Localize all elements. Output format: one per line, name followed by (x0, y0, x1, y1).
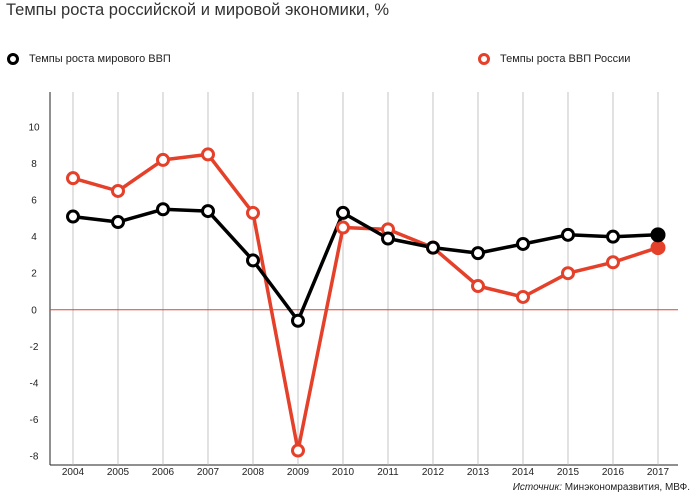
russia-gdp-point-2014 (516, 289, 530, 304)
russia-gdp-point-2006 (156, 152, 170, 167)
y-tick-label: -4 (30, 378, 39, 389)
world-gdp-point-2017 (650, 227, 666, 243)
x-tick-label: 2009 (287, 467, 310, 478)
x-tick-label: 2010 (332, 467, 355, 478)
x-tick-label: 2011 (377, 467, 399, 478)
russia-gdp-line (72, 152, 659, 453)
legend-item-russia: Темпы роста ВВП России (478, 53, 630, 65)
y-tick-label: -8 (30, 452, 39, 463)
world-gdp-point-2004 (66, 209, 80, 224)
world-gdp-point-2007 (201, 204, 215, 219)
y-tick-label: 2 (31, 269, 37, 280)
x-tick-label: 2008 (242, 467, 265, 478)
source-text: Минэкономразвития, МВФ. (561, 482, 690, 493)
y-tick-label: 6 (31, 196, 37, 207)
world-gdp-point-2010 (336, 205, 350, 220)
world-gdp-point-2013 (471, 246, 485, 261)
world-gdp-point-2015 (561, 227, 575, 242)
world-gdp-point-2014 (516, 236, 530, 251)
x-tick-label: 2006 (152, 467, 175, 478)
source-prefix: Источник: (512, 482, 562, 493)
y-tick-label: 8 (31, 159, 37, 170)
russia-gdp-point-2004 (66, 171, 80, 186)
y-tick-label: -2 (30, 342, 39, 353)
russia-gdp-point-2013 (471, 279, 485, 294)
world-gdp-point-2011 (381, 231, 395, 246)
russia-gdp-point-2007 (201, 147, 215, 162)
y-tick-label: 10 (28, 123, 40, 134)
world-gdp-point-2009 (291, 313, 305, 328)
russia-gdp-point-2008 (246, 205, 260, 220)
x-tick-label: 2012 (422, 467, 445, 478)
world-gdp-line (72, 207, 659, 323)
source-note: Источник: Минэкономразвития, МВФ. (513, 482, 690, 493)
y-tick-label: 0 (31, 305, 37, 316)
russia-gdp-point-2017 (650, 240, 666, 256)
x-tick-label: 2014 (512, 467, 535, 478)
x-tick-label: 2016 (602, 467, 625, 478)
x-tick-label: 2007 (197, 467, 220, 478)
x-tick-label: 2004 (62, 467, 85, 478)
y-tick-label: -6 (30, 415, 39, 426)
russia-gdp-point-2009 (291, 443, 305, 458)
x-tick-label: 2013 (467, 467, 490, 478)
russia-gdp-point-2015 (561, 266, 575, 281)
legend-item-world: Темпы роста мирового ВВП (7, 53, 171, 65)
russia-gdp-point-2005 (111, 183, 125, 198)
legend-marker-russia (478, 53, 490, 65)
x-tick-label: 2015 (557, 467, 580, 478)
world-gdp-point-2008 (246, 253, 260, 268)
chart-title: Темпы роста российской и мировой экономи… (6, 1, 390, 19)
legend-label-world: Темпы роста мирового ВВП (29, 53, 171, 65)
x-tick-label: 2005 (107, 467, 130, 478)
world-gdp-point-2005 (111, 215, 125, 230)
x-tick-label: 2017 (647, 467, 670, 478)
russia-gdp-point-2016 (606, 255, 620, 270)
world-gdp-point-2016 (606, 229, 620, 244)
legend-marker-world (7, 53, 19, 65)
legend-label-russia: Темпы роста ВВП России (500, 53, 631, 65)
russia-gdp-point-2010 (336, 220, 350, 235)
world-gdp-point-2012 (426, 240, 440, 255)
world-gdp-point-2006 (156, 202, 170, 217)
y-tick-label: 4 (31, 232, 37, 243)
